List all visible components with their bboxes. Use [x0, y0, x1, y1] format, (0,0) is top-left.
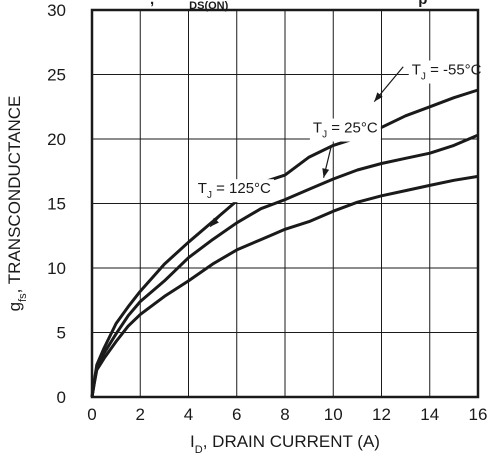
- y-tick-label: 20: [47, 130, 66, 149]
- annotation-label-2: TJ = 125°C: [198, 180, 271, 201]
- grid-lines: [91, 9, 479, 398]
- y-tick-label: 30: [47, 1, 66, 20]
- x-tick-label: 8: [280, 405, 289, 424]
- x-tick-label: 12: [372, 405, 391, 424]
- chart-title-fragment: ,DS(ON)p: [150, 0, 427, 12]
- x-axis-label: ID, DRAIN CURRENT (A): [190, 432, 380, 456]
- annotation-label-bg-1: [309, 118, 381, 142]
- annotation-label-0: TJ = -55°C: [412, 62, 482, 83]
- annotation-arrowhead-0: [374, 92, 383, 102]
- series-line-2: [90, 174, 479, 398]
- y-tick-label: 10: [47, 259, 66, 278]
- annotation-label-bg-0: [408, 60, 485, 84]
- y-tick-label: 25: [47, 66, 66, 85]
- annotation-arrowhead-1: [322, 168, 330, 178]
- series-line-1: [90, 133, 479, 398]
- y-tick-label: 0: [57, 388, 66, 407]
- tick-labels: 0 2 4 6 8 10 12 14 16 0 5 10 15 20 25 30: [47, 1, 487, 424]
- x-tick-label: 14: [420, 405, 439, 424]
- y-tick-label: 5: [57, 324, 66, 343]
- annotation-arrowhead-2: [210, 217, 219, 227]
- annotation-label-bg-2: [194, 179, 275, 203]
- x-tick-label: 4: [184, 405, 193, 424]
- y-tick-label: 15: [47, 195, 66, 214]
- annotation-label-1: TJ = 25°C: [313, 120, 378, 141]
- x-tick-label: 16: [469, 405, 488, 424]
- y-axis-label: gfs, TRANSCONDUCTANCE: [5, 96, 29, 312]
- x-tick-label: 2: [136, 405, 145, 424]
- x-tick-label: 6: [232, 405, 241, 424]
- x-tick-label: 10: [324, 405, 343, 424]
- x-tick-label: 0: [87, 405, 96, 424]
- plot-frame: [90, 8, 480, 399]
- annotations: TJ = -55°C TJ = 25°C TJ = 125°C: [194, 60, 485, 228]
